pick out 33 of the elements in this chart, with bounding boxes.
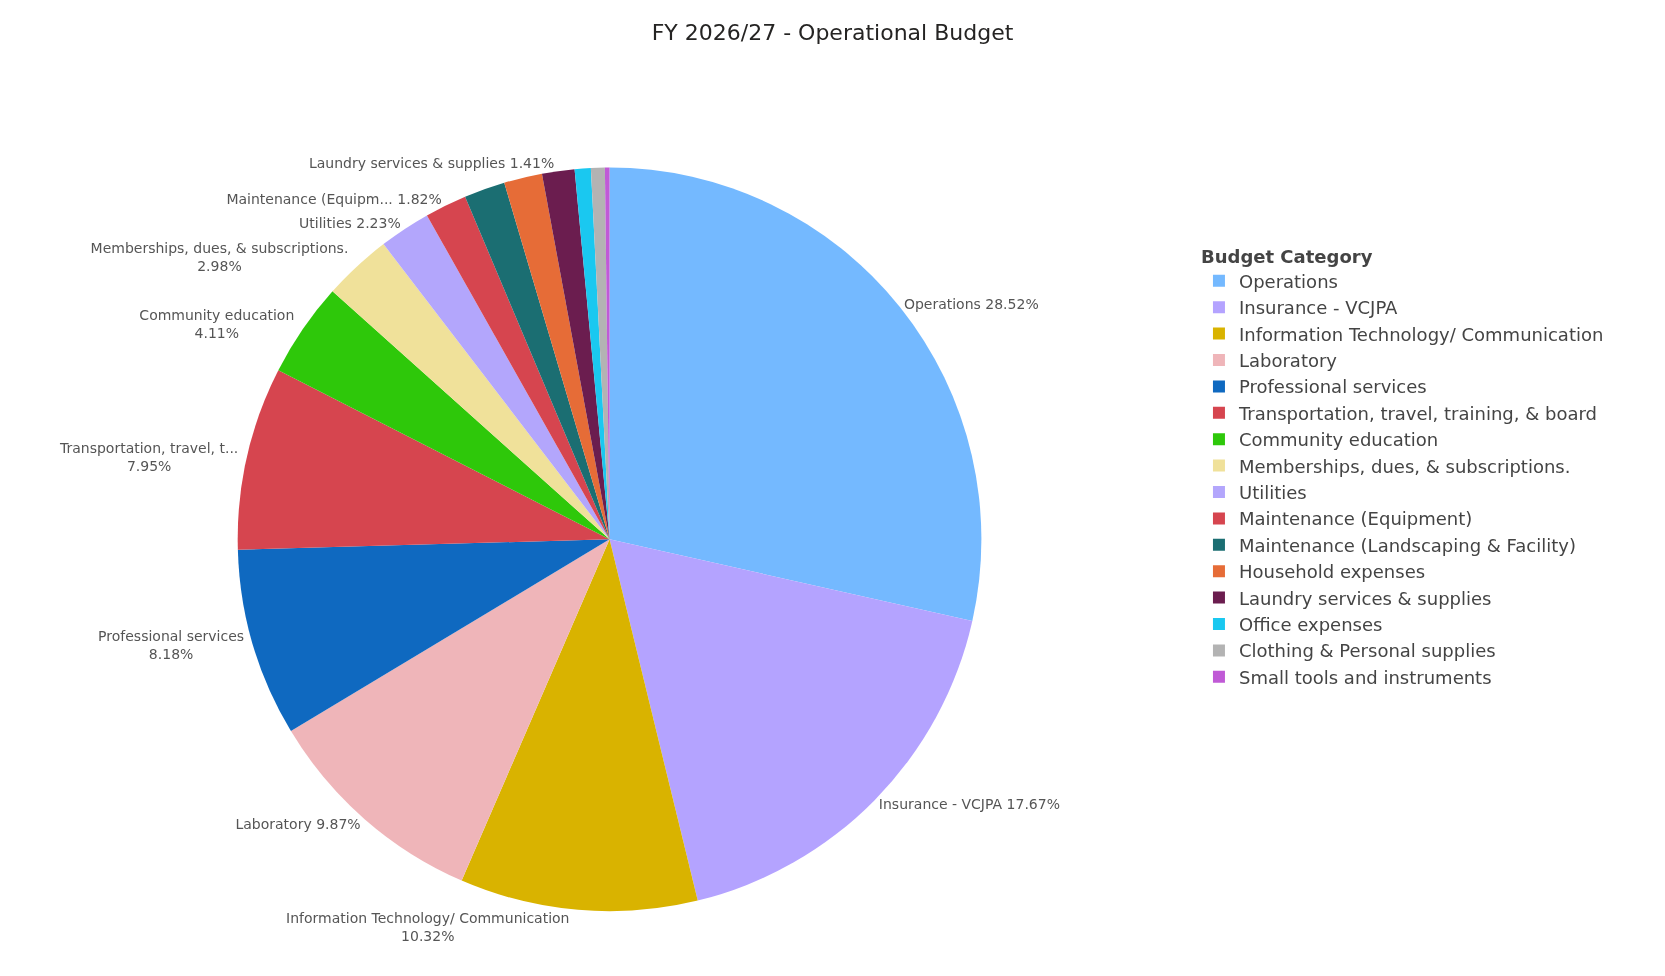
legend-label: Maintenance (Equipment) [1238,508,1473,530]
legend-label: Professional services [1238,376,1427,398]
data-label: Laundry services & supplies 1.41% [308,155,555,172]
legend-label: Maintenance (Landscaping & Facility) [1238,534,1576,556]
pie-slice [237,370,610,550]
legend-label: Insurance - VCJPA [1238,297,1399,319]
legend-label: Transportation, travel, training, & board [1237,402,1597,424]
legend-label: Household expenses [1238,561,1426,583]
data-label: Maintenance (Equipm... 1.82% [226,191,442,208]
legend-label: Laundry services & supplies [1238,587,1492,609]
data-label: Information Technology/ Communication 10.32% [286,909,570,944]
data-label: Memberships, dues, & subscriptions. 2.98% [90,240,349,275]
data-label: Community education 4.11% [139,306,295,341]
legend-label: Memberships, dues, & subscriptions. [1238,455,1571,477]
legend-label: Operations [1238,270,1338,292]
legend-label: Information Technology/ Communication [1238,323,1604,345]
pie-slice [609,167,982,621]
legend-label: Office expenses [1238,614,1383,636]
chart-title: FY 2026/27 - Operational Budget [651,19,1014,45]
data-label: Laboratory 9.87% [235,815,361,832]
legend-label: Laboratory [1238,350,1338,372]
legend-label: Small tools and instruments [1238,666,1492,688]
pie-slice [461,539,698,912]
legend-label: Community education [1238,429,1439,451]
legend-label: Clothing & Personal supplies [1238,640,1496,662]
legend-title: Budget Category [1200,245,1373,267]
data-label: Professional services 8.18% [98,628,245,663]
data-label: Operations 28.52% [903,295,1039,312]
pie-slice [465,182,610,540]
data-label: Transportation, travel, t... 7.95% [58,439,239,474]
data-label: Insurance - VCJPA 17.67% [878,795,1060,812]
legend-label: Utilities [1238,482,1307,504]
data-label: Utilities 2.23% [299,215,401,232]
